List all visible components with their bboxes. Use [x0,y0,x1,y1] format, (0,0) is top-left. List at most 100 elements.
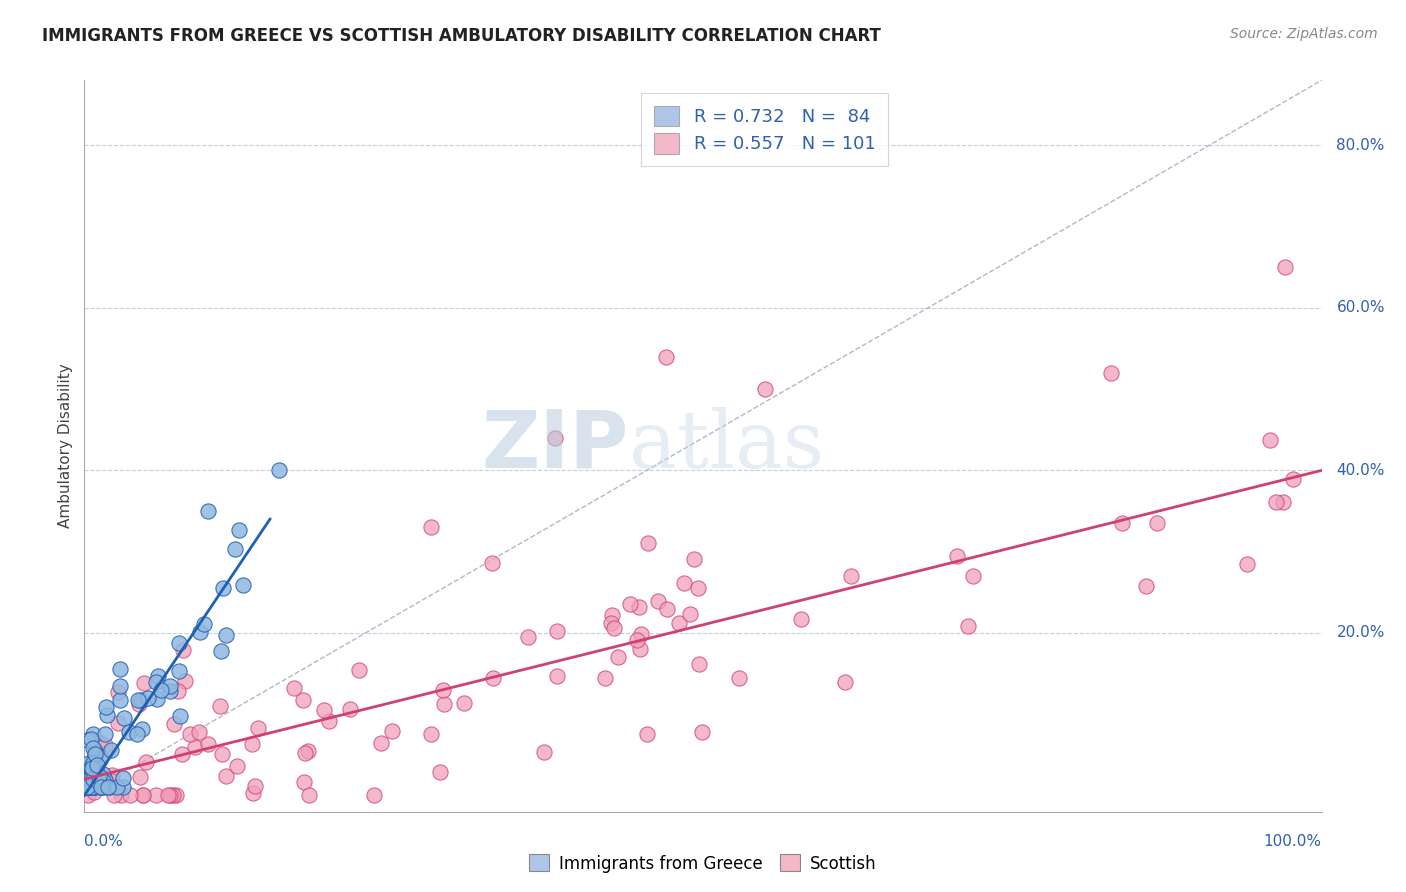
Point [101,768,124,782]
Point [420,727,443,741]
Point [83,780,105,794]
Point [128,697,150,711]
Point [136,690,159,705]
Point [381,723,404,738]
Point [543,431,565,445]
Point [533,745,555,759]
Point [105,780,128,795]
Point [145,788,167,802]
Point [546,624,568,639]
Point [690,724,713,739]
Point [1111,516,1133,530]
Point [83,780,105,795]
Point [82,753,104,767]
Point [89,769,111,783]
Point [77,780,100,795]
Point [789,612,811,626]
Point [834,675,856,690]
Point [107,685,129,699]
Legend: Immigrants from Greece, Scottish: Immigrants from Greece, Scottish [523,847,883,880]
Point [688,657,710,672]
Text: 0.0%: 0.0% [84,834,124,848]
Point [686,581,709,595]
Point [131,788,153,802]
Point [75,780,97,795]
Y-axis label: Ambulatory Disability: Ambulatory Disability [58,364,73,528]
Point [145,675,167,690]
Point [600,615,623,630]
Point [628,599,651,614]
Point [727,671,749,685]
Point [80,772,103,787]
Point [292,693,315,707]
Point [82,774,104,789]
Point [75,780,97,795]
Point [84,746,107,760]
Text: Source: ZipAtlas.com: Source: ZipAtlas.com [1230,27,1378,41]
Point [1236,558,1258,572]
Point [619,597,641,611]
Point [363,788,385,802]
Point [91,774,114,789]
Text: 20.0%: 20.0% [1337,625,1385,640]
Point [108,693,131,707]
Point [159,788,181,802]
Point [100,743,122,757]
Point [84,780,107,795]
Point [1135,579,1157,593]
Point [90,780,112,795]
Point [94,773,117,788]
Point [211,747,233,762]
Point [297,744,319,758]
Point [628,641,651,656]
Point [683,552,706,566]
Point [132,788,155,802]
Point [269,463,291,477]
Point [163,716,186,731]
Point [77,788,100,802]
Point [112,771,135,785]
Point [1099,366,1122,380]
Point [82,756,104,770]
Point [546,669,568,683]
Point [82,780,104,795]
Point [243,779,266,793]
Point [86,758,108,772]
Point [135,756,157,770]
Point [215,769,238,783]
Text: 60.0%: 60.0% [1337,301,1385,316]
Point [209,644,232,658]
Point [80,760,103,774]
Point [77,760,100,774]
Point [225,758,247,772]
Text: atlas: atlas [628,407,824,485]
Point [247,721,270,735]
Text: ZIP: ZIP [481,407,628,485]
Point [77,772,100,786]
Point [172,643,194,657]
Point [187,724,209,739]
Point [429,765,451,780]
Text: 40.0%: 40.0% [1337,463,1385,478]
Point [184,740,207,755]
Point [224,541,246,556]
Point [79,780,101,795]
Point [1260,434,1282,448]
Point [112,780,135,795]
Point [94,738,117,752]
Point [607,649,630,664]
Point [159,683,181,698]
Point [294,746,316,760]
Point [83,763,105,777]
Point [97,780,120,795]
Point [419,520,441,534]
Point [172,747,194,761]
Point [179,727,201,741]
Point [103,788,125,802]
Point [1272,495,1295,509]
Point [157,788,180,802]
Point [79,780,101,795]
Text: 80.0%: 80.0% [1337,137,1385,153]
Point [118,788,141,802]
Point [89,780,111,795]
